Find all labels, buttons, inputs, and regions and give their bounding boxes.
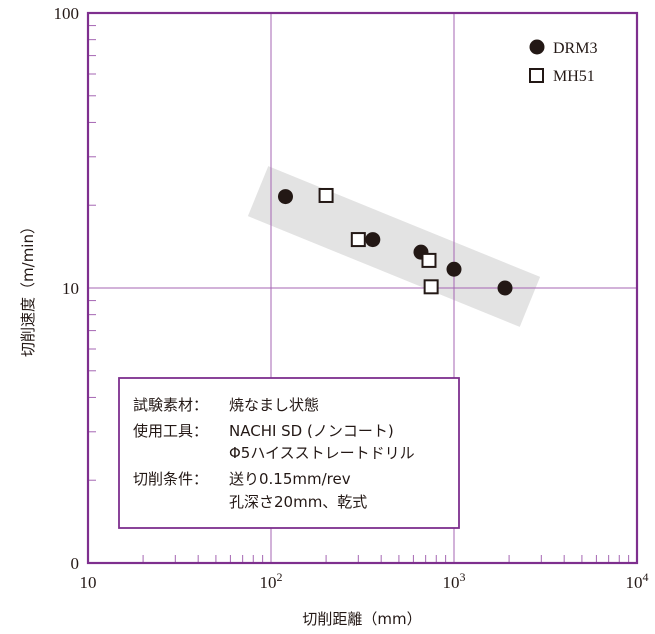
condition-value-tool-2: Φ5ハイスストレートドリル: [229, 444, 415, 462]
condition-label-tool: 使用工具：: [133, 422, 208, 440]
tick-layer: [88, 25, 630, 563]
legend-label-drm3: DRM3: [553, 40, 597, 57]
data-point-mh51: [423, 279, 439, 295]
conditions-box: 試験素材： 焼なまし状態 使用工具： NACHI SD (ノンコート) Φ5ハイ…: [118, 377, 460, 529]
data-point-mh51: [421, 252, 437, 268]
trend-band-layer: [247, 166, 541, 327]
data-point-drm3: [277, 189, 293, 205]
y-tick-label: 100: [54, 4, 80, 23]
x-tick-label: 102: [260, 570, 283, 592]
data-point-mh51: [350, 232, 366, 248]
legend-marker-mh51: [529, 68, 544, 83]
y-tick-label: 0: [71, 554, 80, 573]
x-tick-label: 103: [443, 570, 466, 592]
x-tick-label: 104: [626, 570, 649, 592]
condition-value-cutting-2: 孔深さ20mm、乾式: [229, 493, 367, 511]
data-point-mh51: [318, 187, 334, 203]
data-point-drm3: [446, 261, 462, 277]
points-layer: [277, 187, 513, 296]
condition-value-tool-1: NACHI SD (ノンコート): [229, 422, 394, 440]
x-axis-title: 切削距離（mm）: [302, 610, 421, 628]
y-axis-title: 切削速度（m/min）: [19, 219, 37, 357]
data-point-drm3: [365, 232, 381, 248]
legend-marker-drm3: [529, 39, 545, 55]
condition-value-material: 焼なまし状態: [229, 396, 319, 414]
legend: DRM3 MH51: [529, 39, 597, 85]
data-point-drm3: [497, 280, 513, 296]
condition-value-cutting-1: 送り0.15mm/rev: [229, 470, 351, 488]
condition-label-material: 試験素材：: [133, 396, 208, 414]
y-tick-label: 10: [62, 279, 79, 298]
trend-band: [247, 166, 541, 327]
condition-label-cutting: 切削条件：: [133, 470, 208, 488]
plot-frame: [86, 11, 639, 565]
x-tick-label: 10: [80, 573, 97, 592]
legend-label-mh51: MH51: [553, 68, 595, 85]
conditions-frame: [118, 377, 460, 529]
